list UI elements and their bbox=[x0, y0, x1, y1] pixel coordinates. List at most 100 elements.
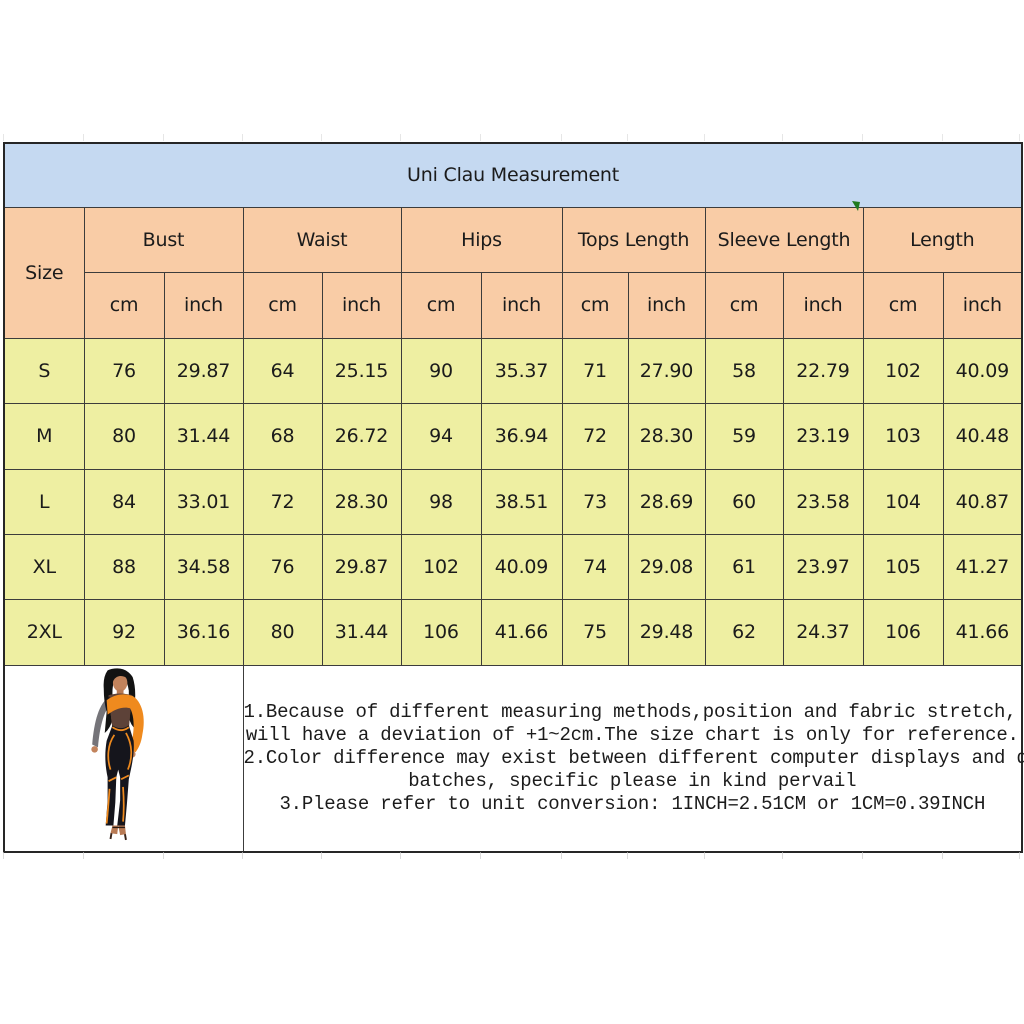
value-cell: 106 bbox=[400, 598, 482, 666]
value-cell: 84 bbox=[83, 468, 165, 535]
value-cell: 29.48 bbox=[627, 598, 706, 666]
value-cell: 25.15 bbox=[321, 337, 402, 404]
value-cell: 102 bbox=[862, 337, 944, 404]
note-line: batches, specific please in kind pervail bbox=[408, 769, 857, 792]
value-cell: 23.19 bbox=[782, 402, 864, 470]
value-cell: 64 bbox=[242, 337, 323, 404]
value-cell: 27.90 bbox=[627, 337, 706, 404]
unit-header: inch bbox=[942, 271, 1023, 339]
title-row: Uni Clau Measurement bbox=[3, 142, 1023, 208]
value-cell: 74 bbox=[561, 533, 629, 600]
value-cell: 98 bbox=[400, 468, 482, 535]
value-cell: 60 bbox=[704, 468, 784, 535]
head bbox=[112, 671, 130, 696]
mesh-sleeve bbox=[91, 696, 113, 753]
value-cell: 38.51 bbox=[480, 468, 563, 535]
size-row-2xl: 2XL 92 36.16 80 31.44 106 41.66 75 29.48… bbox=[3, 598, 1023, 666]
value-cell: 103 bbox=[862, 402, 944, 470]
measurement-table: Uni Clau Measurement Size Bust Waist Hip… bbox=[3, 142, 1024, 853]
size-label-cell: S bbox=[3, 337, 85, 404]
units-row: cm inch cm inch cm inch cm inch cm inch … bbox=[4, 271, 1023, 339]
value-cell: 76 bbox=[242, 533, 323, 600]
unit-header: inch bbox=[163, 271, 244, 339]
value-cell: 40.87 bbox=[942, 468, 1023, 535]
value-cell: 40.48 bbox=[942, 402, 1023, 470]
value-cell: 28.30 bbox=[627, 402, 706, 470]
unit-header: cm bbox=[862, 271, 944, 339]
size-row-m: M 80 31.44 68 26.72 94 36.94 72 28.30 59… bbox=[3, 402, 1023, 470]
value-cell: 31.44 bbox=[321, 598, 402, 666]
value-cell: 72 bbox=[561, 402, 629, 470]
value-cell: 28.69 bbox=[627, 468, 706, 535]
value-cell: 106 bbox=[862, 598, 944, 666]
value-cell: 36.94 bbox=[480, 402, 563, 470]
value-cell: 41.66 bbox=[480, 598, 563, 666]
group-header-tops-length: Tops Length bbox=[561, 206, 706, 273]
unit-header: cm bbox=[83, 271, 165, 339]
value-cell: 102 bbox=[400, 533, 482, 600]
group-header-bust: Bust bbox=[83, 206, 244, 273]
unit-header: cm bbox=[561, 271, 629, 339]
value-cell: 58 bbox=[704, 337, 784, 404]
value-cell: 29.87 bbox=[163, 337, 244, 404]
note-line: 1.Because of different measuring methods… bbox=[243, 700, 1017, 723]
size-label-cell: M bbox=[3, 402, 85, 470]
value-cell: 28.30 bbox=[321, 468, 402, 535]
size-label-cell: 2XL bbox=[3, 598, 85, 666]
value-cell: 72 bbox=[242, 468, 323, 535]
value-cell: 104 bbox=[862, 468, 944, 535]
value-cell: 88 bbox=[83, 533, 165, 600]
group-header-waist: Waist bbox=[242, 206, 402, 273]
value-cell: 105 bbox=[862, 533, 944, 600]
unit-header: inch bbox=[782, 271, 864, 339]
group-header-length: Length bbox=[862, 206, 1023, 273]
value-cell: 68 bbox=[242, 402, 323, 470]
group-header-sleeve-length: Sleeve Length bbox=[704, 206, 864, 273]
notes-row: 1.Because of different measuring methods… bbox=[3, 664, 1024, 853]
unit-header: inch bbox=[627, 271, 706, 339]
value-cell: 94 bbox=[400, 402, 482, 470]
size-row-s: S 76 29.87 64 25.15 90 35.37 71 27.90 58… bbox=[3, 337, 1023, 404]
value-cell: 40.09 bbox=[480, 533, 563, 600]
value-cell: 75 bbox=[561, 598, 629, 666]
value-cell: 41.27 bbox=[942, 533, 1023, 600]
value-cell: 90 bbox=[400, 337, 482, 404]
size-column-header: Size bbox=[3, 206, 85, 339]
value-cell: 92 bbox=[83, 598, 165, 666]
value-cell: 41.66 bbox=[942, 598, 1023, 666]
unit-header: inch bbox=[321, 271, 402, 339]
value-cell: 40.09 bbox=[942, 337, 1023, 404]
group-header-hips: Hips bbox=[400, 206, 563, 273]
size-row-l: L 84 33.01 72 28.30 98 38.51 73 28.69 60… bbox=[3, 468, 1023, 535]
gridline-ticks-top bbox=[0, 134, 1024, 142]
group-header-row: Size Bust Waist Hips Tops Length Sleeve … bbox=[3, 206, 1023, 339]
unit-header: cm bbox=[242, 271, 323, 339]
heels bbox=[109, 825, 127, 840]
value-cell: 26.72 bbox=[321, 402, 402, 470]
note-line: will have a deviation of +1~2cm.The size… bbox=[245, 723, 1019, 746]
value-cell: 62 bbox=[704, 598, 784, 666]
value-cell: 29.87 bbox=[321, 533, 402, 600]
leggings bbox=[105, 725, 134, 826]
value-cell: 31.44 bbox=[163, 402, 244, 470]
value-cell: 29.08 bbox=[627, 533, 706, 600]
gridline-ticks-bottom bbox=[0, 852, 1024, 860]
excel-comment-marker bbox=[852, 201, 860, 211]
product-photo bbox=[91, 668, 144, 840]
value-cell: 61 bbox=[704, 533, 784, 600]
value-cell: 76 bbox=[83, 337, 165, 404]
value-cell: 24.37 bbox=[782, 598, 864, 666]
value-cell: 80 bbox=[242, 598, 323, 666]
note-line: 3.Please refer to unit conversion: 1INCH… bbox=[279, 792, 986, 815]
value-cell: 73 bbox=[561, 468, 629, 535]
value-cell: 36.16 bbox=[163, 598, 244, 666]
value-cell: 22.79 bbox=[782, 337, 864, 404]
value-cell: 80 bbox=[83, 402, 165, 470]
value-cell: 23.58 bbox=[782, 468, 864, 535]
orange-crop-top bbox=[106, 694, 135, 715]
note-line: 2.Color difference may exist between dif… bbox=[243, 746, 1024, 769]
unit-header: inch bbox=[480, 271, 563, 339]
size-label-cell: XL bbox=[3, 533, 85, 600]
value-cell: 35.37 bbox=[480, 337, 563, 404]
